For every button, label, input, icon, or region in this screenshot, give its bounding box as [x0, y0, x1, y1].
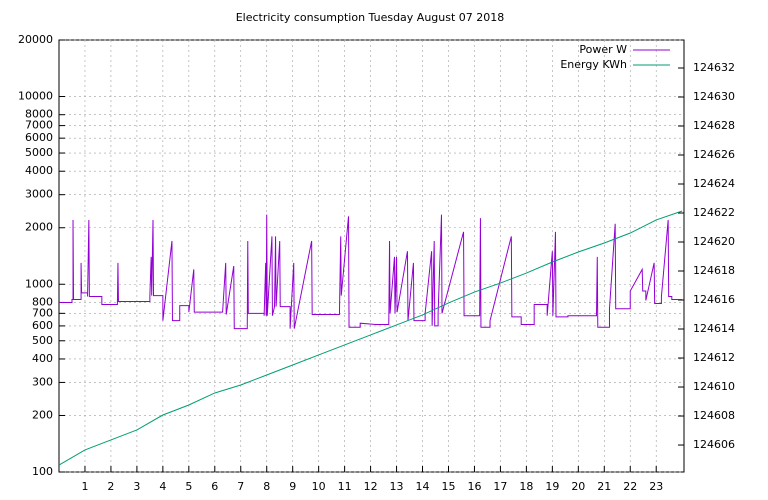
y-tick-label: 3000 [25, 188, 53, 201]
series-line [59, 214, 683, 330]
y2-tick-label: 124616 [693, 293, 735, 306]
y-tick-label: 400 [32, 352, 53, 365]
y-tick-label: 600 [32, 319, 53, 332]
y-tick-label: 800 [32, 295, 53, 308]
x-tick-label: 11 [338, 480, 352, 493]
y-tick-label: 2000 [25, 221, 53, 234]
x-tick-label: 14 [416, 480, 430, 493]
x-tick-label: 6 [211, 480, 218, 493]
y-tick-label: 700 [32, 306, 53, 319]
y2-tick-label: 124630 [693, 90, 735, 103]
y-tick-label: 10000 [18, 90, 53, 103]
x-tick-label: 8 [263, 480, 270, 493]
x-tick-label: 10 [312, 480, 326, 493]
x-tick-label: 23 [649, 480, 663, 493]
x-tick-label: 12 [364, 480, 378, 493]
x-tick-label: 3 [133, 480, 140, 493]
y-tick-label: 20000 [18, 33, 53, 46]
x-tick-label: 4 [159, 480, 166, 493]
x-tick-label: 7 [237, 480, 244, 493]
x-tick-label: 15 [441, 480, 455, 493]
y2-tick-label: 124614 [693, 322, 735, 335]
y-tick-label: 5000 [25, 146, 53, 159]
x-tick-label: 5 [185, 480, 192, 493]
y2-tick-label: 124618 [693, 264, 735, 277]
y2-tick-label: 124628 [693, 119, 735, 132]
x-tick-label: 22 [623, 480, 637, 493]
series-line [58, 210, 683, 466]
y2-tick-label: 124626 [693, 148, 735, 161]
y-tick-label: 7000 [25, 119, 53, 132]
x-tick-label: 20 [571, 480, 585, 493]
x-tick-label: 1 [81, 480, 88, 493]
y2-tick-label: 124632 [693, 61, 735, 74]
y2-tick-label: 124610 [693, 380, 735, 393]
y2-tick-label: 124620 [693, 235, 735, 248]
x-tick-label: 16 [467, 480, 481, 493]
y-tick-label: 1000 [25, 277, 53, 290]
y2-tick-label: 124606 [693, 438, 735, 451]
y-tick-label: 500 [32, 334, 53, 347]
legend-label: Power W [579, 43, 627, 56]
chart-title: Electricity consumption Tuesday August 0… [236, 11, 505, 24]
y2-tick-label: 124624 [693, 177, 735, 190]
y-tick-label: 8000 [25, 108, 53, 121]
x-tick-label: 21 [597, 480, 611, 493]
y2-tick-label: 124608 [693, 409, 735, 422]
x-tick-label: 9 [289, 480, 296, 493]
y-tick-label: 4000 [25, 164, 53, 177]
x-tick-label: 13 [390, 480, 404, 493]
x-tick-label: 17 [493, 480, 507, 493]
y2-tick-label: 124622 [693, 206, 735, 219]
legend-label: Energy KWh [560, 58, 627, 71]
y-tick-label: 100 [32, 465, 53, 478]
plot-frame [58, 39, 685, 473]
x-tick-label: 19 [545, 480, 559, 493]
y-tick-label: 200 [32, 408, 53, 421]
y2-tick-label: 124612 [693, 351, 735, 364]
y-tick-label: 300 [32, 375, 53, 388]
x-tick-label: 2 [107, 480, 114, 493]
y-tick-label: 6000 [25, 131, 53, 144]
x-tick-label: 18 [519, 480, 533, 493]
